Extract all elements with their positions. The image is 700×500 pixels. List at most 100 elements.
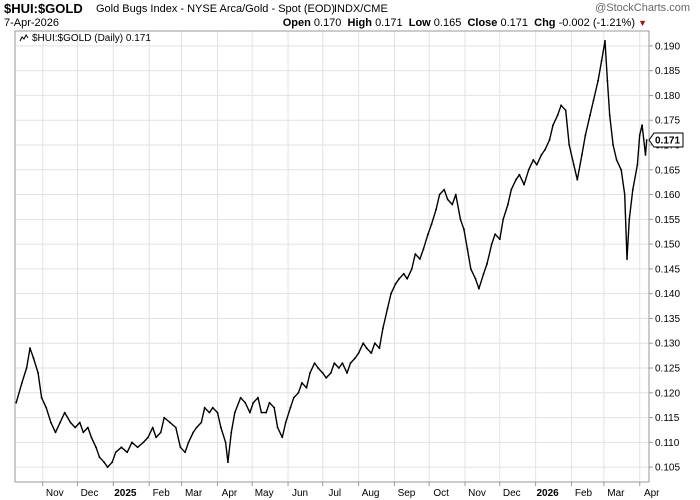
data-point xyxy=(568,144,571,146)
data-point xyxy=(410,268,413,270)
data-point xyxy=(589,114,591,117)
data-point xyxy=(354,357,356,359)
y-tick-label: 0.160 xyxy=(655,190,680,201)
data-point xyxy=(325,377,328,379)
data-point xyxy=(114,451,117,454)
data-point xyxy=(490,243,493,246)
data-point xyxy=(584,134,587,137)
data-point xyxy=(159,431,162,434)
data-point xyxy=(21,382,23,384)
data-point xyxy=(208,411,211,414)
y-tick-label: 0.130 xyxy=(655,339,680,350)
series-layer xyxy=(15,40,648,468)
data-point xyxy=(604,40,606,42)
data-point xyxy=(257,396,259,399)
data-point xyxy=(69,421,72,424)
data-point xyxy=(95,446,97,449)
data-point xyxy=(446,198,449,201)
data-point xyxy=(151,426,154,429)
chart-date: 7-Apr-2026 xyxy=(4,17,60,29)
data-point xyxy=(349,362,352,364)
y-tick-label: 0.165 xyxy=(655,165,680,176)
data-point xyxy=(626,258,628,260)
y-tick-label: 0.185 xyxy=(655,66,680,77)
data-point xyxy=(32,357,35,359)
data-point xyxy=(373,342,376,345)
data-point xyxy=(454,193,457,196)
data-point xyxy=(435,208,437,211)
data-point xyxy=(50,421,52,424)
data-point xyxy=(317,367,319,369)
data-point xyxy=(523,183,525,186)
data-point xyxy=(581,154,583,156)
y-tick-label: 0.180 xyxy=(655,91,680,102)
data-point xyxy=(612,144,614,146)
data-point xyxy=(284,421,287,424)
last-value-marker: 0.171 xyxy=(648,132,684,148)
stockcharts-credit[interactable]: @StockCharts.com xyxy=(595,2,690,14)
high-value: 0.171 xyxy=(375,17,403,29)
data-point xyxy=(645,139,648,141)
data-point xyxy=(321,372,324,374)
data-point xyxy=(552,124,554,127)
data-point xyxy=(268,401,271,404)
grid-lines xyxy=(15,31,649,482)
data-point xyxy=(25,367,28,369)
ohlc-stats: Open 0.170 High 0.171 Low 0.165 Close 0.… xyxy=(283,17,647,29)
data-point xyxy=(518,173,521,176)
data-point xyxy=(281,436,284,439)
data-point xyxy=(301,382,303,384)
data-point xyxy=(313,362,316,364)
x-tick-label: Nov xyxy=(46,488,64,499)
data-point xyxy=(378,347,381,350)
data-point xyxy=(644,154,647,156)
data-point xyxy=(365,347,368,350)
data-point xyxy=(502,218,505,221)
data-point xyxy=(54,431,57,434)
legend-text: $HUI:$GOLD (Daily) 0.171 xyxy=(32,33,151,44)
data-point xyxy=(297,391,300,394)
data-point xyxy=(260,411,263,414)
data-point xyxy=(184,451,187,454)
data-point xyxy=(346,372,348,374)
plot-frame xyxy=(14,30,650,483)
y-tick-label: 0.120 xyxy=(655,388,680,399)
data-point xyxy=(142,441,145,444)
data-point xyxy=(59,421,61,424)
down-triangle-icon: ▼ xyxy=(638,18,647,28)
data-point xyxy=(438,193,441,196)
data-point xyxy=(341,362,344,364)
high-label: High xyxy=(347,17,372,29)
x-tick-label: Apr xyxy=(644,488,660,499)
data-point xyxy=(615,159,618,161)
data-point xyxy=(227,461,229,464)
data-point xyxy=(174,426,177,429)
data-point xyxy=(564,109,567,112)
data-point xyxy=(370,352,373,354)
y-tick-label: 0.135 xyxy=(655,314,680,325)
data-point xyxy=(126,451,129,454)
x-tick-label: Dec xyxy=(503,488,521,499)
y-tick-label: 0.115 xyxy=(655,413,680,424)
close-label: Close xyxy=(467,17,498,29)
data-point xyxy=(244,401,247,404)
data-point xyxy=(620,168,623,171)
data-point xyxy=(390,292,392,295)
data-point xyxy=(592,99,595,102)
data-point xyxy=(292,396,295,399)
data-point xyxy=(15,401,18,404)
data-point xyxy=(249,411,251,414)
data-point xyxy=(427,233,429,236)
y-tick-label: 0.190 xyxy=(655,41,680,52)
x-tick-label: Jul xyxy=(328,488,341,499)
data-point xyxy=(163,416,166,419)
data-point xyxy=(532,159,535,161)
data-point xyxy=(482,272,485,275)
x-tick-label: Oct xyxy=(433,488,449,499)
y-tick-label: 0.125 xyxy=(655,364,680,375)
data-point xyxy=(87,426,89,429)
data-point xyxy=(230,431,233,434)
data-point xyxy=(265,411,267,414)
data-point xyxy=(131,441,133,444)
